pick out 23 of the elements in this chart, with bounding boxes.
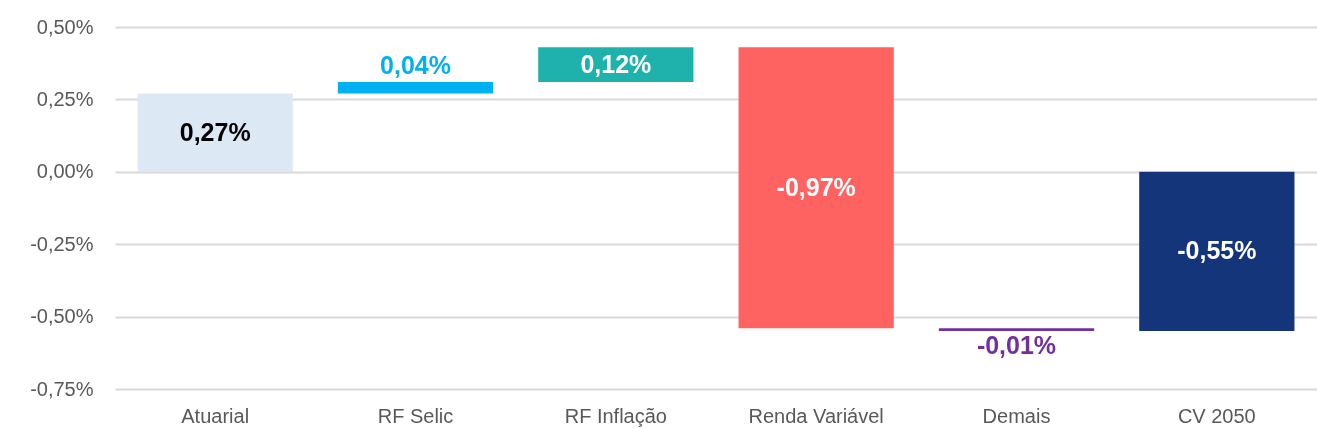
y-tick-label: -0,50% [30, 305, 94, 328]
x-tick-label: CV 2050 [1177, 404, 1256, 427]
bar [1139, 171, 1295, 332]
data-label: 0,27% [179, 117, 251, 146]
x-tick-label: Demais [982, 404, 1051, 427]
data-label: -0,55% [1177, 236, 1257, 265]
data-label: -0,97% [776, 172, 856, 201]
x-tick-label: Renda Variável [748, 404, 884, 427]
y-tick-label: -0,75% [30, 377, 94, 400]
bar [137, 93, 293, 172]
x-tick-label: Atuarial [181, 404, 250, 427]
y-tick-label: -0,25% [30, 232, 94, 255]
bar [738, 47, 894, 329]
y-tick-label: 0,25% [36, 87, 94, 110]
y-tick-label: 0,00% [36, 160, 94, 183]
x-tick-label: RF Inflação [564, 404, 667, 427]
data-label: -0,01% [976, 331, 1057, 360]
bar [337, 82, 494, 94]
bar [938, 328, 1095, 332]
y-tick-label: 0,50% [36, 15, 94, 38]
x-tick-label: RF Selic [377, 404, 454, 427]
data-label: 0,04% [380, 51, 451, 80]
data-label: 0,12% [580, 49, 652, 78]
